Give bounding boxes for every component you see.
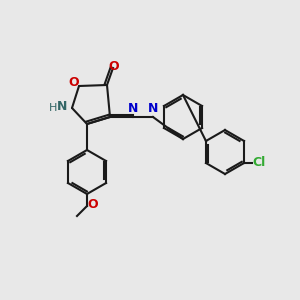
Text: H: H [49, 103, 57, 113]
Text: N: N [148, 101, 158, 115]
Text: O: O [109, 59, 119, 73]
Text: N: N [57, 100, 67, 113]
Text: O: O [88, 199, 98, 212]
Text: N: N [128, 101, 138, 115]
Text: O: O [69, 76, 79, 89]
Text: Cl: Cl [252, 157, 266, 169]
